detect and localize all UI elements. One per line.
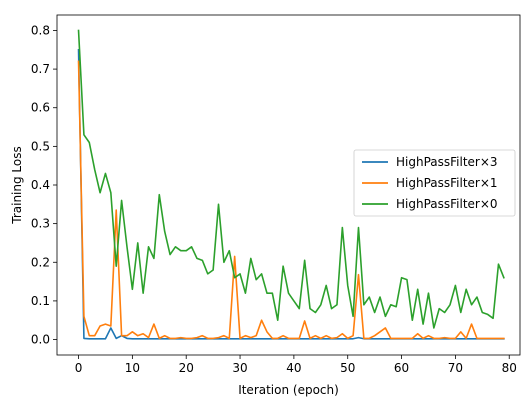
x-tick-label: 50 — [340, 361, 355, 375]
y-tick-label: 0.7 — [31, 62, 50, 76]
series-line-1 — [77, 60, 505, 340]
legend: HighPassFilter×3 HighPassFilter×1 HighPass… — [353, 149, 516, 217]
legend-label-2: HighPassFilter×0 — [396, 197, 498, 211]
legend-label-1: HighPassFilter×1 — [396, 176, 498, 190]
y-tick-label: 0.4 — [31, 178, 50, 192]
x-tick-label: 60 — [394, 361, 409, 375]
y-tick-label: 0.6 — [31, 101, 50, 115]
x-axis: 0 10 20 30 40 50 60 70 80 — [75, 355, 517, 375]
series-line-2 — [77, 29, 505, 329]
legend-box — [353, 149, 516, 217]
x-tick-label: 70 — [448, 361, 463, 375]
y-tick-label: 0.5 — [31, 139, 50, 153]
y-tick-label: 0.8 — [31, 23, 50, 37]
y-axis-title: Training Loss — [10, 146, 24, 224]
x-axis-title: Iteration (epoch) — [238, 383, 339, 397]
y-tick-label: 0.1 — [31, 294, 50, 308]
x-tick-label: 80 — [502, 361, 517, 375]
y-tick-label: 0.0 — [31, 333, 50, 347]
y-tick-label: 0.2 — [31, 255, 50, 269]
y-axis: 0.0 0.1 0.2 0.3 0.4 0.5 0.6 0.7 0.8 — [31, 23, 57, 347]
x-tick-label: 30 — [232, 361, 247, 375]
plot-series-layer — [77, 29, 505, 340]
y-tick-label: 0.3 — [31, 217, 50, 231]
legend-label-0: HighPassFilter×3 — [396, 155, 498, 169]
x-tick-label: 20 — [179, 361, 194, 375]
x-tick-label: 0 — [75, 361, 83, 375]
x-tick-label: 40 — [286, 361, 301, 375]
x-tick-label: 10 — [125, 361, 140, 375]
